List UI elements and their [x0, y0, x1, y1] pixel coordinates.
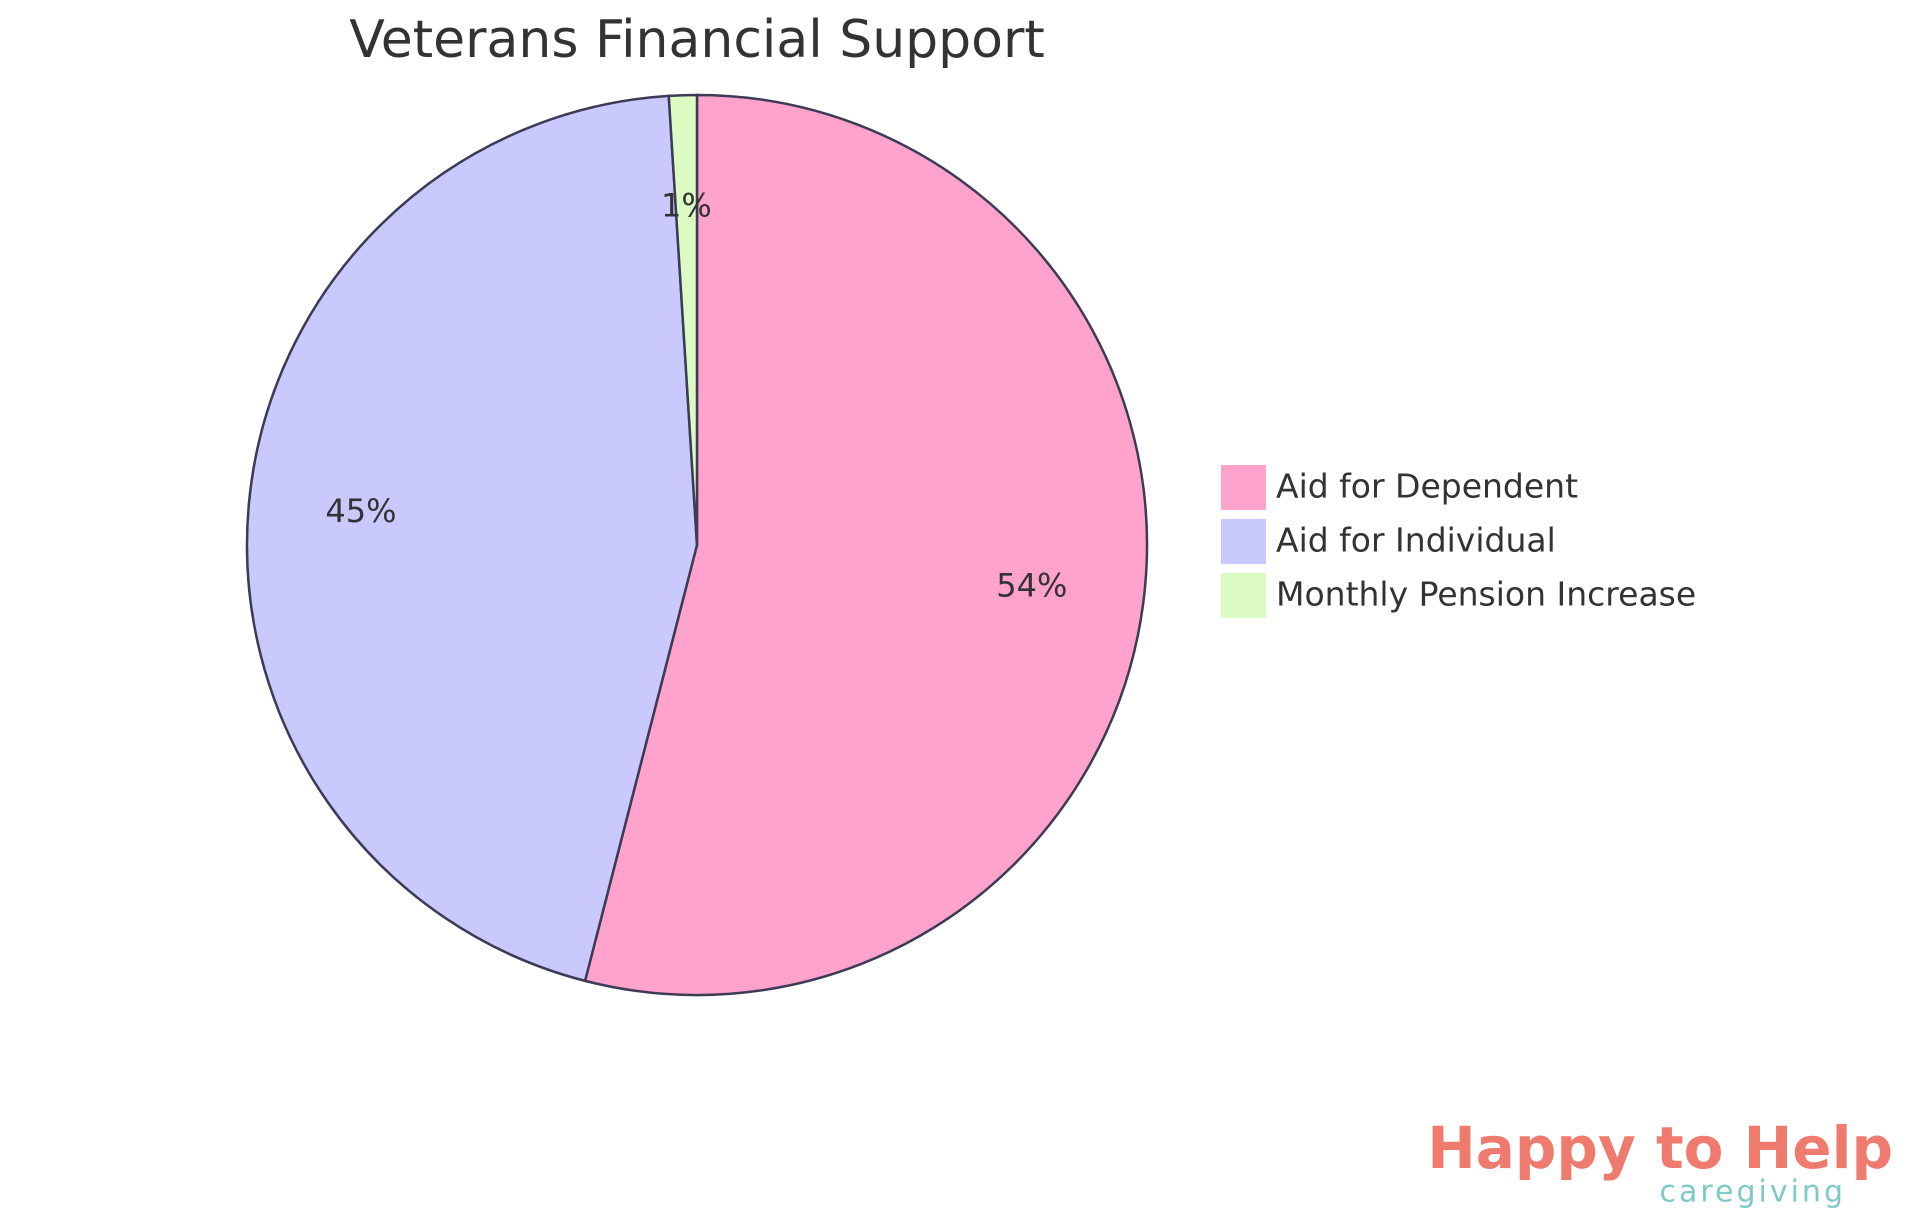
pie-slice — [245, 94, 699, 983]
pie-slice — [583, 93, 1149, 997]
pie-slice — [667, 93, 699, 546]
legend-swatch — [1221, 465, 1266, 510]
logo-subtitle: caregiving — [1659, 1175, 1846, 1210]
legend-label: Aid for Individual — [1276, 521, 1556, 560]
legend-label: Aid for Dependent — [1276, 467, 1578, 506]
legend-label: Monthly Pension Increase — [1276, 575, 1696, 614]
data-label: 54% — [996, 566, 1067, 604]
legend-swatch — [1221, 519, 1266, 564]
chart-title: Veterans Financial Support — [349, 10, 1045, 70]
data-label: 45% — [325, 492, 396, 530]
legend-swatch — [1221, 573, 1266, 618]
data-label: 1% — [661, 187, 712, 225]
logo-title: Happy to Help — [1427, 1114, 1893, 1182]
